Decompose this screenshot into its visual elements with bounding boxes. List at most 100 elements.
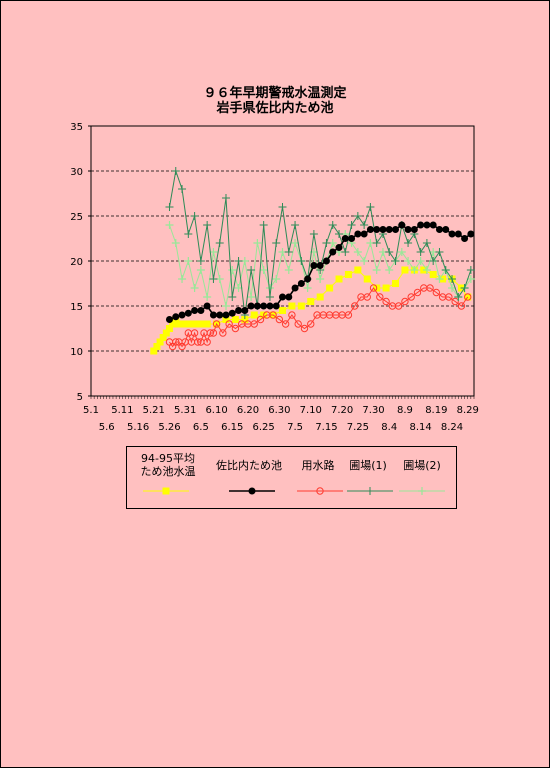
data-point — [448, 230, 456, 238]
data-point — [442, 226, 450, 233]
data-point — [435, 248, 444, 256]
data-point — [165, 203, 174, 211]
data-point — [269, 311, 277, 319]
y-tick-label: 5 — [77, 392, 83, 403]
x-tick-label: 5.31 — [174, 405, 196, 416]
data-point — [353, 248, 362, 256]
data-point — [291, 221, 300, 229]
data-point — [203, 302, 211, 310]
data-point — [363, 293, 371, 301]
legend-swatch-enjo2 — [399, 487, 445, 495]
data-point — [162, 487, 170, 495]
data-point — [316, 293, 324, 301]
data-point — [297, 302, 305, 310]
data-point — [209, 275, 218, 283]
data-point — [344, 311, 353, 319]
data-point — [272, 302, 280, 310]
data-point — [297, 280, 305, 287]
data-point — [366, 487, 374, 495]
data-point — [372, 266, 381, 274]
data-point — [209, 329, 218, 337]
data-point — [329, 248, 337, 256]
data-point — [228, 266, 237, 274]
data-point — [248, 487, 256, 495]
legend-item-yosui: 用水路 — [291, 447, 345, 508]
data-point — [360, 257, 369, 265]
data-point — [279, 307, 286, 314]
data-point — [391, 257, 400, 265]
data-point — [410, 226, 418, 233]
data-point — [310, 262, 318, 269]
data-point — [385, 266, 394, 274]
chart-legend: 94-95平均 ため池水温 佐比内ため池 用水路 圃場(1) 圃場(2) — [126, 446, 457, 509]
data-point — [467, 230, 475, 238]
data-point — [171, 239, 180, 247]
data-point — [366, 226, 374, 233]
legend-swatch-avg — [143, 487, 189, 495]
data-point — [191, 307, 199, 314]
x-tick-label: 8.4 — [381, 422, 397, 433]
data-point — [398, 221, 406, 229]
data-point — [392, 226, 400, 233]
x-tick-label: 6.10 — [205, 405, 227, 416]
data-point — [172, 338, 180, 346]
x-tick-label: 7.5 — [287, 422, 303, 433]
data-point — [190, 329, 199, 337]
data-point — [422, 239, 431, 247]
data-point — [379, 226, 387, 233]
x-tick-label: 6.20 — [237, 405, 259, 416]
data-point — [451, 297, 459, 306]
data-point — [373, 226, 381, 233]
data-point — [171, 167, 180, 175]
data-point — [326, 284, 334, 292]
data-point — [291, 284, 299, 292]
x-tick-label: 6.30 — [268, 405, 290, 416]
y-tick-label: 35 — [70, 122, 83, 133]
data-point — [404, 257, 413, 265]
data-point — [307, 298, 315, 305]
data-point — [461, 235, 469, 242]
data-point — [416, 248, 425, 256]
data-point — [297, 257, 306, 265]
data-point — [347, 221, 356, 229]
data-point — [253, 302, 261, 310]
data-point — [354, 266, 362, 274]
data-point — [413, 288, 422, 297]
data-point — [247, 266, 256, 274]
data-point — [348, 235, 356, 242]
data-point — [344, 271, 352, 278]
data-point — [353, 212, 362, 220]
series-tame — [165, 221, 475, 323]
data-point — [247, 302, 255, 310]
data-point — [172, 313, 180, 321]
data-point — [410, 266, 419, 274]
data-point — [441, 266, 450, 274]
data-point — [385, 226, 393, 233]
data-point — [328, 221, 337, 229]
data-point — [266, 302, 274, 310]
legend-label-yosui: 用水路 — [301, 459, 335, 472]
data-point — [203, 320, 211, 328]
data-point — [429, 221, 437, 229]
data-point — [250, 311, 258, 319]
x-tick-label: 8.14 — [409, 422, 431, 433]
data-point — [219, 329, 227, 337]
series-enjo2 — [165, 221, 475, 310]
data-point — [203, 221, 212, 229]
x-tick-label: 6.5 — [193, 422, 209, 433]
data-point — [369, 284, 378, 292]
data-point — [288, 302, 296, 310]
data-point — [316, 487, 324, 495]
legend-item-avg: 94-95平均 ため池水温 — [127, 447, 209, 508]
data-point — [284, 266, 293, 274]
x-tick-label: 5.6 — [99, 422, 115, 433]
data-point — [184, 257, 193, 265]
data-point — [275, 315, 284, 324]
data-point — [304, 275, 312, 283]
data-point — [401, 266, 409, 274]
data-point — [335, 244, 343, 251]
data-point — [457, 302, 466, 310]
data-point — [401, 297, 409, 306]
legend-label-enjo2: 圃場(2) — [403, 459, 441, 472]
data-point — [303, 284, 312, 292]
